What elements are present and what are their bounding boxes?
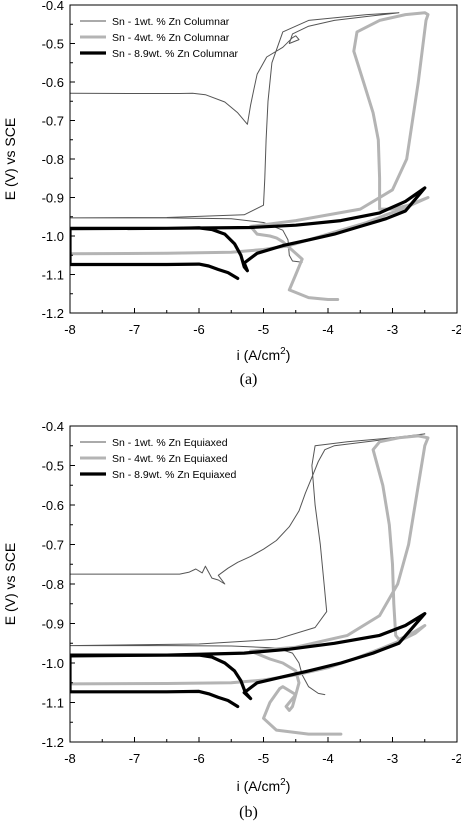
chart-a-legend-label-1: Sn - 1wt. % Zn Columnar — [112, 16, 230, 28]
chart-b-legend-label-1: Sn - 1wt. % Zn Equiaxed — [112, 437, 228, 449]
chart-a-x-tick-label: -8 — [64, 322, 76, 337]
chart-b-legend-label-2: Sn - 4wt. % Zn Equiaxed — [112, 453, 228, 465]
chart-b-x-axis-title-sup: 2 — [280, 777, 286, 788]
chart-a-x-tick-label: -6 — [193, 322, 205, 337]
chart-a-x-tick-label: -5 — [258, 322, 270, 337]
chart-a-y-tick-label: -0.5 — [42, 37, 64, 52]
chart-a-y-tick-label: -0.6 — [42, 75, 64, 90]
chart-b-y-tick-label: -0.7 — [42, 538, 64, 553]
chart-a-caption: (a) — [240, 371, 258, 388]
chart-b-y-tick-label: -0.4 — [42, 419, 64, 434]
chart-b-series-line-2 — [70, 434, 430, 736]
chart-b-legend: Sn - 1wt. % Zn Equiaxed Sn - 4wt. % Zn Eq… — [80, 437, 236, 481]
chart-a-series-line-2 — [70, 11, 430, 301]
chart-b-x-axis-title-main: i (A/cm — [237, 778, 281, 794]
chart-a-legend-label-2: Sn - 4wt. % Zn Columnar — [112, 32, 230, 44]
chart-b-x-tick-label: -7 — [129, 751, 141, 766]
chart-b-y-tick-label: -0.5 — [42, 459, 64, 474]
chart-a-y-axis-title: E (V) vs SCE — [2, 118, 18, 200]
chart-b-series-line-3 — [70, 612, 427, 709]
chart-a-y-tick-label: -1.0 — [42, 229, 64, 244]
chart-b-x-axis-title-end: ) — [286, 778, 291, 794]
chart-a-x-tick-label: -4 — [322, 322, 334, 337]
chart-b-x-tick-label: -4 — [322, 751, 334, 766]
chart-a-legend-label-3: Sn - 8.9wt. % Zn Columnar — [112, 48, 239, 60]
chart-b-y-tick-label: -0.9 — [42, 617, 64, 632]
chart-a-series-line-1 — [70, 12, 400, 263]
chart-a-y-tick-label: -0.8 — [42, 152, 64, 167]
chart-a-series-group — [70, 11, 430, 301]
chart-a-x-axis-title-main: i (A/cm — [237, 347, 281, 363]
chart-b-y-tick-label: -1.0 — [42, 656, 64, 671]
chart-a-y-tick-label: -0.9 — [42, 191, 64, 206]
chart-a-y-tick-label: -1.2 — [42, 306, 64, 321]
chart-b-x-axis-title: i (A/cm2) — [237, 777, 291, 794]
chart-b-caption: (b) — [239, 804, 258, 821]
chart-b-y-tick-label: -1.1 — [42, 696, 64, 711]
chart-a-series-line-3 — [70, 186, 427, 280]
chart-b-x-tick-label: -2 — [451, 751, 461, 766]
chart-b-x-tick-label: -6 — [193, 751, 205, 766]
chart-b-x-tick-label: -5 — [258, 751, 270, 766]
chart-b-y-axis-title: E (V) vs SCE — [2, 543, 18, 625]
chart-b-y-tick-label: -0.6 — [42, 498, 64, 513]
chart-b-y-tick-label: -1.2 — [42, 735, 64, 750]
chart-a-x-tick-label: -3 — [387, 322, 399, 337]
chart-b-series-group — [70, 433, 430, 736]
chart-a: -8 -7 -6 -5 -4 -3 -2 -0.4 -0.5 -0.6 -0.7 -0.8 -0.9 -1… — [2, 0, 461, 388]
chart-a-x-tick-label: -7 — [129, 322, 141, 337]
chart-b: -8 -7 -6 -5 -4 -3 -2 -0.4 -0.5 -0.6 -0.7 -0.8 -0.9 -1… — [2, 419, 461, 821]
chart-a-y-tick-label: -1.1 — [42, 268, 64, 283]
chart-a-x-tick-label: -2 — [451, 322, 461, 337]
chart-b-series-line-1 — [70, 433, 426, 696]
chart-b-x-tick-label: -3 — [387, 751, 399, 766]
chart-a-legend: Sn - 1wt. % Zn Columnar Sn - 4wt. % Zn Co… — [80, 16, 239, 60]
chart-a-y-tick-label: -0.7 — [42, 114, 64, 129]
chart-b-y-tick-label: -0.8 — [42, 577, 64, 592]
chart-b-x-tick-label: -8 — [64, 751, 76, 766]
chart-a-x-axis-title: i (A/cm2) — [237, 346, 291, 363]
chart-a-y-tick-label: -0.4 — [42, 0, 64, 13]
chart-a-x-axis-title-end: ) — [286, 347, 291, 363]
chart-b-legend-label-3: Sn - 8.9wt. % Zn Equiaxed — [112, 469, 236, 481]
chart-a-x-axis-title-sup: 2 — [280, 346, 286, 357]
